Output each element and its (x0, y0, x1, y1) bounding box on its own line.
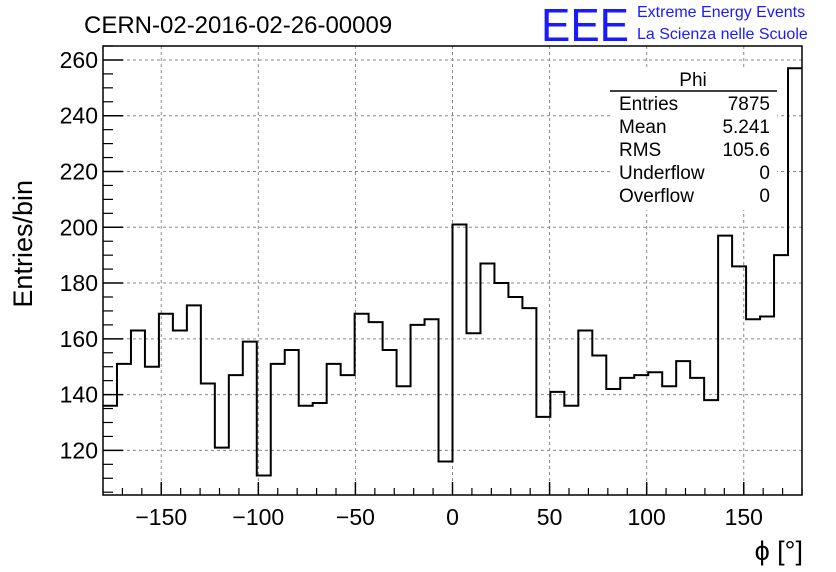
stats-label-rms: RMS (619, 140, 661, 161)
y-tick-label: 260 (60, 47, 98, 73)
stats-value-rms: 105.6 (722, 140, 770, 161)
y-tick-label: 160 (60, 326, 98, 352)
plot-frame (102, 45, 803, 496)
x-tick-label: 50 (537, 504, 563, 530)
stats-label-underflow: Underflow (619, 163, 705, 184)
y-axis-title: Entries/bin (8, 180, 38, 308)
stats-box: Phi Entries 7875 Mean 5.241 RMS 105.6 Un… (610, 70, 777, 210)
y-tick-label: 240 (60, 103, 98, 129)
y-tick-label: 140 (60, 382, 98, 408)
x-tick-label: 100 (627, 504, 665, 530)
stats-value-entries: 7875 (728, 94, 770, 115)
x-tick-label: −50 (336, 504, 375, 530)
logo-line-2: La Scienza nelle Scuole (637, 26, 808, 43)
eee-logo: EEE Extreme Energy Events La Scienza nel… (541, 0, 808, 51)
x-tick-label: −100 (232, 504, 284, 530)
axis-ticks (103, 45, 803, 495)
x-axis-title: ϕ [°] (755, 536, 803, 566)
x-tick-label: −150 (135, 504, 187, 530)
stats-box-title: Phi (679, 70, 706, 91)
x-tick-label: 0 (446, 504, 459, 530)
stats-box-background (610, 70, 777, 210)
y-tick-labels: 120 140 160 180 200 220 240 260 (60, 47, 98, 463)
logo-line-1: Extreme Energy Events (637, 4, 805, 21)
stats-label-overflow: Overflow (619, 186, 694, 207)
eee-logo-mark: EEE (541, 0, 629, 51)
stats-value-overflow: 0 (759, 186, 770, 207)
y-tick-label: 180 (60, 270, 98, 296)
y-tick-label: 120 (60, 437, 98, 463)
histogram-line (103, 67, 802, 477)
stats-label-entries: Entries (619, 94, 678, 115)
stats-value-underflow: 0 (759, 163, 770, 184)
stats-label-mean: Mean (619, 117, 667, 138)
x-tick-labels: −150 −100 −50 0 50 100 150 (135, 504, 763, 530)
chart-title: CERN-02-2016-02-26-00009 (84, 12, 392, 39)
y-tick-label: 200 (60, 214, 98, 240)
x-tick-label: 150 (725, 504, 763, 530)
stats-value-mean: 5.241 (722, 117, 770, 138)
y-tick-label: 220 (60, 158, 98, 184)
